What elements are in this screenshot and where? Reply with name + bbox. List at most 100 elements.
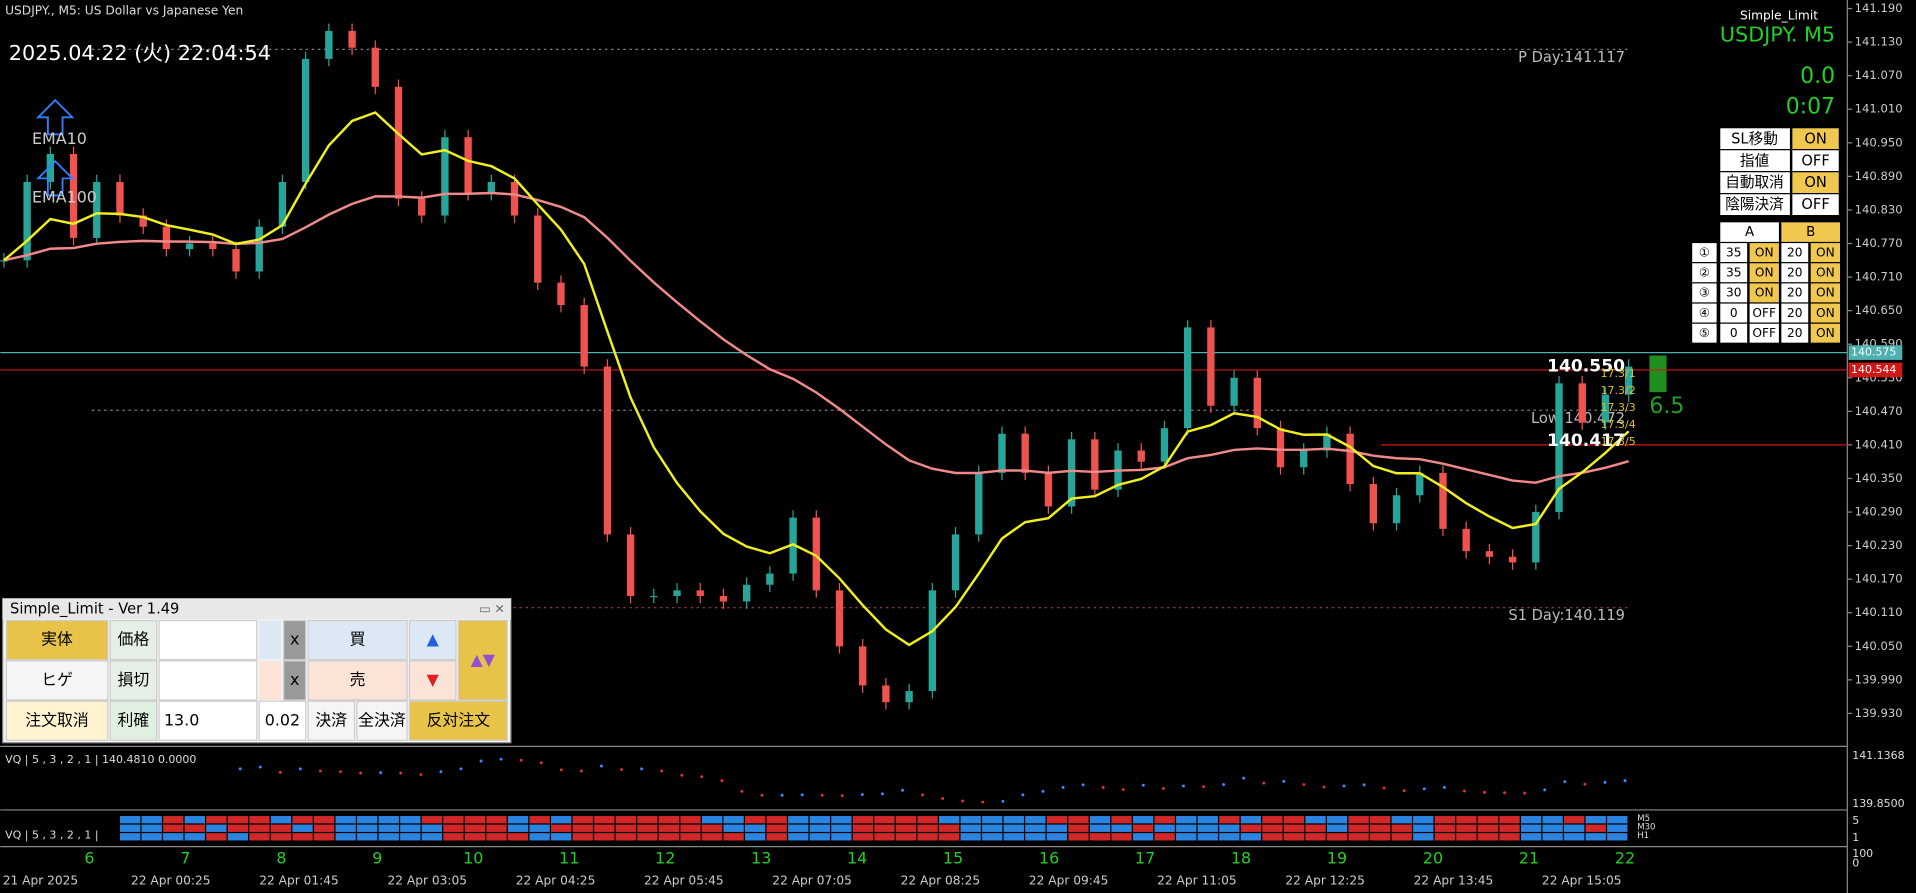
heat-cell [1434,816,1456,824]
heat-cell [1348,816,1369,824]
grid-cell-text: ON [1816,245,1835,259]
panel-button[interactable] [258,700,307,741]
panel-button[interactable] [109,700,158,741]
grid-cell [1692,303,1717,323]
time-label: 22 Apr 01:45 [259,873,339,887]
setting-name: 陰陽決済 [1725,196,1784,213]
heat-cell [227,816,249,824]
heat-cell [938,833,960,841]
heat-cell [421,824,443,832]
candle [1462,528,1470,552]
grid-label: 17.3/1 [1601,367,1636,380]
heat-cell [1154,833,1175,841]
heat-cell [1111,816,1132,824]
vq-dot [1282,779,1286,783]
heat-cell [1111,833,1132,841]
heat-cell [831,833,852,841]
heat-cell [745,816,766,824]
heat-cell [766,833,787,841]
panel-button[interactable] [5,700,109,741]
candle [1439,472,1447,529]
heat-cell [1068,816,1089,824]
panel-button[interactable] [356,700,408,741]
vq-label: VQ | 5 , 3 , 2 , 1 | 140.4810 0.0000 [5,753,196,766]
panel-button[interactable] [5,660,109,701]
heat-cell [1520,816,1542,824]
heat-cell [831,824,852,832]
setting-name: 指値 [1740,152,1770,169]
candle [905,691,913,703]
panel-button[interactable] [408,660,457,701]
panel-button[interactable] [283,660,307,701]
heat-cell [658,816,680,824]
candle [394,86,403,199]
heat-cell [270,824,292,832]
vq-axis-label: 141.1368 [1852,749,1904,762]
setting-cell [1720,194,1790,216]
heat-cell [1305,824,1326,832]
setting-toggle[interactable] [1792,150,1839,172]
heat-cell [637,816,658,824]
candle [1369,484,1378,524]
cell [259,660,282,700]
level-label: P Day:141.117 [1518,49,1625,66]
cell [259,620,282,660]
panel-button[interactable] [457,619,508,701]
candle [882,685,890,703]
candle [510,181,519,216]
heat-cell [1283,833,1305,841]
candle [1625,366,1633,395]
vq-dot [1422,787,1426,791]
vq-dot [1623,779,1627,783]
grid-cell-text: ② [1699,266,1710,280]
heat-cell [1154,816,1175,824]
panel-button[interactable] [307,700,356,741]
heat-cell [1520,824,1542,832]
setting-toggle[interactable] [1792,128,1839,150]
candle [301,58,310,182]
panel-button[interactable] [109,619,158,661]
panel-button[interactable] [5,619,109,661]
vq-dot [1302,783,1306,787]
time-label: 22 Apr 08:25 [901,873,981,887]
price-label: 140.890 [1855,169,1903,183]
price-label: 140.830 [1855,202,1903,216]
grid-cell-text: 35 [1726,266,1742,280]
price-label: 140.230 [1855,538,1903,552]
time-label: 22 Apr 05:45 [644,873,724,887]
setting-toggle[interactable] [1792,194,1839,216]
candle [441,137,449,216]
heat-cell [1219,824,1240,832]
grid-cell-text: OFF [1752,326,1776,340]
heat-cell [1283,824,1305,832]
heat-cell [206,833,227,841]
heat-cell [507,833,529,841]
vq-dot [419,773,423,777]
heat-cell [486,833,507,841]
panel-button[interactable] [158,700,258,741]
heat-cell [486,816,507,824]
vq-dot [1242,776,1246,780]
vq-dot [921,793,925,797]
panel-button[interactable] [109,660,158,701]
heat-cell [938,824,960,832]
grid-cell-text: 0 [1730,306,1738,320]
panel-button[interactable] [408,700,508,741]
grid-cell [1781,303,1809,323]
panel-button[interactable] [408,619,457,661]
setting-toggle[interactable] [1792,172,1839,194]
hour-label: 16 [1039,848,1059,867]
heat-cell [960,824,981,832]
heat-cell [1585,824,1606,832]
tf-label: M5 [1637,814,1650,824]
heat-cell [400,816,421,824]
hour-label: 8 [276,848,286,867]
setting-value: OFF [1801,152,1829,169]
heat-cell [723,816,744,824]
panel-button[interactable] [307,660,408,701]
panel-button[interactable] [283,619,307,661]
panel-button[interactable] [307,619,408,661]
heat-cell [917,824,938,832]
time-label: 22 Apr 12:25 [1285,873,1365,887]
panel-button-label: 全決済 [358,710,406,729]
